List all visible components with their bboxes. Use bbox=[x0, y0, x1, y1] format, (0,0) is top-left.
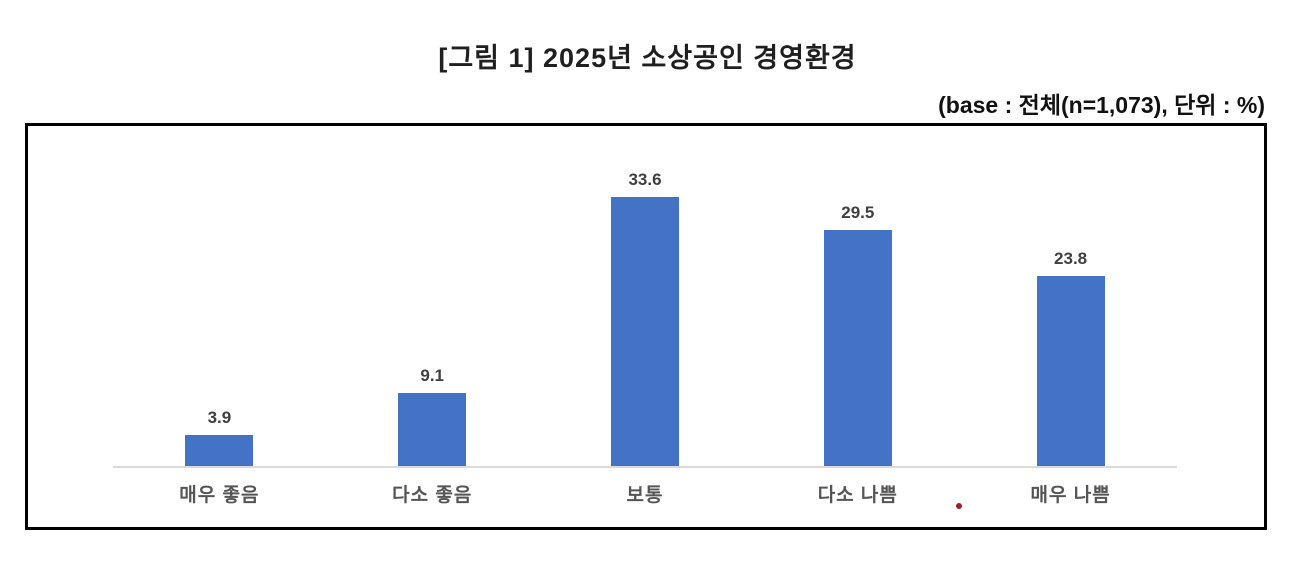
bar-column: 29.5 bbox=[751, 203, 964, 466]
bar-column: 33.6 bbox=[539, 170, 752, 466]
category-label: 매우 나쁨 bbox=[1030, 485, 1111, 506]
bar-value-label: 3.9 bbox=[207, 408, 232, 427]
category-label: 다소 나쁨 bbox=[817, 485, 898, 506]
chart-frame: 3.9 9.1 33.6 29.5 23.8 매우 좋음 다소 좋음 보통 다소 나쁨 매우 나… bbox=[25, 123, 1267, 530]
bar bbox=[823, 230, 892, 466]
red-dot-annotation bbox=[956, 503, 962, 509]
bar bbox=[610, 197, 679, 466]
bar-value-label: 23.8 bbox=[1054, 249, 1088, 268]
bar-column: 9.1 bbox=[326, 366, 539, 466]
x-axis-line bbox=[113, 466, 1177, 468]
chart-base-note: (base : 전체(n=1,073), 단위 : %) bbox=[938, 92, 1265, 118]
bar-value-label: 33.6 bbox=[628, 170, 662, 189]
bar bbox=[1036, 276, 1105, 466]
category-label: 매우 좋음 bbox=[179, 485, 260, 506]
plot-area: 3.9 9.1 33.6 29.5 23.8 bbox=[113, 126, 1177, 466]
bar bbox=[185, 435, 254, 466]
bar-value-label: 9.1 bbox=[420, 366, 445, 385]
category-labels: 매우 좋음 다소 좋음 보통 다소 나쁨 매우 나쁨 bbox=[113, 480, 1177, 507]
bar-column: 23.8 bbox=[964, 249, 1177, 466]
bar-value-label: 29.5 bbox=[841, 203, 875, 222]
bar bbox=[398, 393, 467, 466]
bar-column: 3.9 bbox=[113, 408, 326, 466]
chart-title: [그림 1] 2025년 소상공인 경영환경 bbox=[438, 43, 857, 73]
category-label: 다소 좋음 bbox=[392, 485, 473, 506]
category-label: 보통 bbox=[626, 485, 664, 506]
